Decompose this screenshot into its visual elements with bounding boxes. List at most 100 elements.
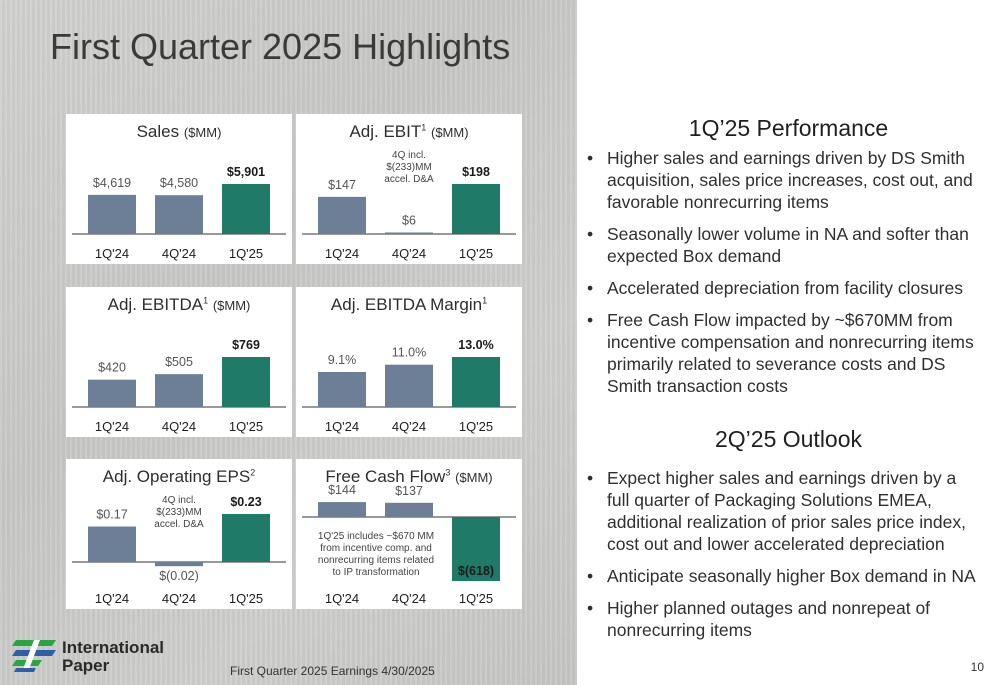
chart-annotation-line: from incentive comp. and [320, 543, 432, 554]
bullet-item: Higher planned outages and nonrepeat of … [582, 597, 982, 641]
category-label: 1Q'24 [95, 246, 129, 261]
category-label: 4Q'24 [162, 246, 196, 261]
panel-title: Adj. Operating EPS2 [66, 467, 292, 487]
adj-operating-eps-chart-svg: $0.17 1Q'24 $(0.02) 4Q'24 $0.23 1Q'25 4Q incl.… [72, 495, 286, 606]
data-label: $5,901 [227, 165, 265, 179]
sales-chart-svg: $4,619 1Q'24 $4,580 4Q'24 $5,901 1Q'25 [72, 165, 286, 261]
logo-line-1: International [62, 638, 165, 657]
logo-line-2: Paper [62, 656, 110, 675]
data-label: $147 [328, 178, 356, 192]
category-label: 1Q'24 [325, 591, 359, 606]
category-label: 4Q'24 [392, 246, 426, 261]
adj-ebit-chart-panel: $147 1Q'24 $6 4Q'24 $198 1Q'25 4Q incl. $(233)M… [296, 114, 522, 264]
data-label: $505 [165, 355, 193, 369]
free-cash-flow-chart-svg: $144 1Q'24 $137 4Q'24 $(618) 1Q'25 1Q'25 inclu… [302, 483, 516, 606]
data-label: $4,619 [93, 176, 131, 190]
panel-title-text: Sales [136, 122, 180, 141]
adj-ebitda-margin-chart-panel: 9.1% 1Q'24 11.0% 4Q'24 13.0% 1Q'25 Adj. EBITD… [296, 287, 522, 437]
bullet-item: Accelerated depreciation from facility c… [582, 277, 982, 299]
panel-title-unit: ($MM) [431, 125, 469, 140]
bar-1Q25 [222, 184, 270, 234]
category-label: 1Q'25 [459, 591, 493, 606]
data-label: $(618) [458, 564, 494, 578]
category-label: 4Q'24 [392, 591, 426, 606]
adj-ebitda-chart-panel: $420 1Q'24 $505 4Q'24 $769 1Q'25 Adj. EBITDA1… [66, 287, 292, 437]
chart-annotation-line: 4Q incl. [162, 495, 196, 506]
data-label: $769 [232, 338, 260, 352]
bar-4Q24 [155, 195, 203, 234]
data-label: $6 [402, 213, 416, 227]
bullet-item: Seasonally lower volume in NA and softer… [582, 223, 982, 267]
panel-title-footnote: 1 [203, 295, 209, 306]
chart-annotation-line: nonrecurring items related [318, 555, 434, 566]
data-label: 11.0% [392, 346, 427, 360]
panel-title-text: Adj. EBIT [349, 122, 422, 141]
panel-title-unit: ($MM) [455, 470, 493, 485]
commentary-column: 1Q’25 Performance Higher sales and earni… [577, 0, 1000, 685]
bullet-item: Free Cash Flow impacted by ~$670MM from … [582, 309, 982, 397]
adj-ebitda-margin-chart-svg: 9.1% 1Q'24 11.0% 4Q'24 13.0% 1Q'25 [302, 338, 516, 434]
bar-1Q24 [88, 526, 136, 562]
bar-1Q25 [222, 514, 270, 562]
chart-annotation-line: 1Q'25 includes ~$670 MM [318, 531, 434, 542]
data-label: $4,580 [160, 176, 198, 190]
panel-title-text: Free Cash Flow [325, 467, 446, 486]
data-label: $198 [462, 165, 490, 179]
bar-4Q24 [155, 562, 203, 567]
bar-4Q24 [385, 364, 433, 407]
bar-1Q24 [318, 502, 366, 517]
bar-1Q24 [88, 379, 136, 407]
performance-heading: 1Q’25 Performance [688, 115, 889, 141]
category-label: 1Q'25 [229, 419, 263, 434]
chart-annotation-line: $(233)MM [386, 162, 432, 173]
panel-title-text: Adj. EBITDA Margin [330, 295, 483, 314]
bullet-item: Higher sales and earnings driven by DS S… [582, 147, 982, 213]
category-label: 1Q'25 [459, 246, 493, 261]
panel-title: Free Cash Flow3 ($MM) [296, 467, 522, 487]
category-label: 1Q'25 [229, 246, 263, 261]
category-label: 1Q'24 [95, 591, 129, 606]
category-label: 1Q'25 [459, 419, 493, 434]
panel-title-footnote: 1 [482, 295, 488, 306]
category-label: 1Q'25 [229, 591, 263, 606]
data-label: $144 [328, 483, 356, 497]
category-label: 4Q'24 [162, 419, 196, 434]
sales-chart-panel: $4,619 1Q'24 $4,580 4Q'24 $5,901 1Q'25 Sales … [66, 114, 292, 264]
data-label: $0.23 [230, 495, 261, 509]
data-label: 9.1% [328, 353, 357, 367]
adj-ebitda-chart-svg: $420 1Q'24 $505 4Q'24 $769 1Q'25 [72, 338, 286, 434]
panel-title: Adj. EBITDA1 ($MM) [66, 295, 292, 315]
footer-text: First Quarter 2025 Earnings 4/30/2025 [230, 664, 435, 678]
bar-1Q24 [88, 194, 136, 234]
data-label: $0.17 [96, 508, 127, 522]
bar-1Q24 [318, 196, 366, 234]
panel-title-unit: ($MM) [212, 298, 251, 313]
bullet-item: Expect higher sales and earnings driven … [582, 467, 982, 555]
panel-title-footnote: 2 [250, 467, 256, 478]
bar-1Q25 [452, 184, 500, 234]
panel-title-text: Adj. Operating EPS [102, 467, 251, 486]
chart-annotation-line: $(233)MM [156, 507, 202, 518]
category-label: 4Q'24 [162, 591, 196, 606]
panel-title: Adj. EBIT1 ($MM) [296, 122, 522, 142]
panel-title: Adj. EBITDA Margin1 [296, 295, 522, 315]
free-cash-flow-chart-panel: $144 1Q'24 $137 4Q'24 $(618) 1Q'25 1Q'25 inclu… [296, 459, 522, 609]
panel-title-text: Adj. EBITDA [107, 295, 204, 314]
data-label: $(0.02) [159, 569, 199, 583]
category-label: 1Q'24 [325, 419, 359, 434]
company-logo-text: International Paper [62, 639, 164, 675]
outlook-bullet-list: Expect higher sales and earnings driven … [582, 467, 982, 651]
adj-operating-eps-chart-panel: $0.17 1Q'24 $(0.02) 4Q'24 $0.23 1Q'25 4Q incl.… [66, 459, 292, 609]
bar-1Q25 [452, 357, 500, 407]
chart-annotation-line: to IP transformation [332, 567, 419, 578]
chart-annotation-line: accel. D&A [384, 174, 434, 185]
bar-4Q24 [385, 232, 433, 234]
data-label: $137 [395, 484, 423, 498]
category-label: 4Q'24 [392, 419, 426, 434]
bar-1Q25 [452, 517, 500, 581]
bar-4Q24 [385, 502, 433, 517]
panel-title: Sales ($MM) [66, 122, 292, 142]
chart-annotation-line: accel. D&A [154, 519, 204, 530]
data-label: $420 [98, 361, 126, 375]
page-number: 10 [970, 660, 984, 674]
